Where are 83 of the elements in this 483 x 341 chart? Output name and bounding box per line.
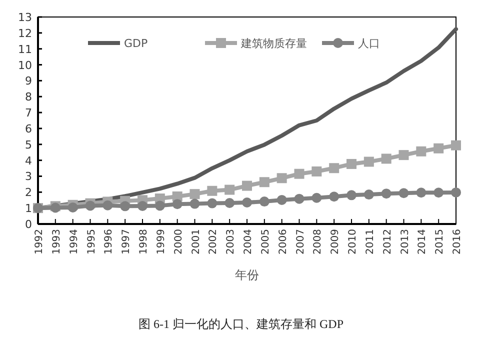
point (242, 180, 252, 191)
point (329, 192, 340, 202)
point (312, 192, 322, 203)
point (398, 188, 409, 198)
x-tick-label: 2005 (260, 229, 272, 254)
x-tick-label: 2004 (243, 229, 254, 254)
x-tick-label: 2010 (348, 229, 358, 254)
y-tick-label: 13 (18, 11, 32, 24)
y-tick-label: 5 (25, 138, 32, 152)
y-tick-label: 3 (25, 170, 32, 184)
y-tick-label: 6 (25, 122, 32, 136)
point (364, 190, 374, 200)
x-tick-label: 2015 (434, 229, 446, 254)
y-tick-label: 2 (25, 186, 32, 200)
x-tick-label: 2013 (400, 229, 411, 254)
point (381, 188, 392, 199)
y-tick-label: 11 (18, 42, 32, 56)
point (224, 184, 235, 195)
y-tick-label: 4 (25, 154, 32, 168)
y-tick-label: 0 (25, 218, 32, 231)
point (259, 177, 270, 188)
point (416, 146, 426, 156)
y-tick-label: 12 (18, 26, 32, 40)
x-axis-title: 年份 (235, 268, 259, 282)
point (242, 198, 252, 208)
point (259, 196, 270, 207)
point (102, 200, 113, 210)
point (294, 194, 304, 204)
x-tick-label: 2000 (173, 229, 184, 254)
y-tick-label: 7 (25, 106, 32, 120)
x-tick-label: 1999 (156, 229, 167, 254)
point (190, 189, 200, 200)
point (190, 198, 200, 209)
y-tick-label: 8 (25, 90, 32, 104)
y-tick-label: 10 (18, 58, 32, 72)
point (398, 150, 409, 160)
point (68, 202, 78, 212)
point (416, 188, 426, 198)
point (120, 201, 130, 212)
x-tick-label: 1993 (51, 229, 62, 254)
point (154, 200, 165, 211)
x-tick-label: 1994 (68, 229, 80, 254)
legend-label: 人口 (358, 37, 380, 50)
x-tick-label: 2001 (190, 229, 202, 254)
point (276, 194, 287, 205)
legend-label: GDP (124, 37, 148, 50)
x-tick-label: 2009 (330, 229, 342, 254)
point (451, 187, 461, 198)
point (207, 198, 218, 208)
point (381, 154, 392, 164)
point (138, 201, 148, 212)
x-tick-label: 2016 (452, 229, 463, 254)
point (207, 186, 218, 196)
x-tick-label: 1996 (104, 229, 115, 254)
point (172, 199, 182, 210)
point (85, 200, 96, 211)
point (364, 156, 374, 167)
point (434, 143, 444, 154)
x-tick-label: 2011 (364, 229, 376, 254)
x-tick-label: 2008 (312, 229, 324, 254)
caption: 图 6-1 归一化的人口、建筑存量和 GDP (138, 317, 344, 331)
x-tick-label: 2012 (382, 229, 394, 254)
y-tick-label: 1 (25, 202, 32, 216)
point (312, 166, 322, 176)
x-tick-label: 2002 (208, 229, 220, 254)
point (294, 168, 304, 179)
x-tick-label: 1992 (34, 229, 45, 254)
point (276, 173, 287, 184)
x-tick-label: 1998 (138, 229, 150, 254)
point (224, 198, 235, 208)
point (346, 190, 356, 200)
x-tick-label: 2014 (417, 229, 428, 254)
x-tick-label: 1995 (86, 229, 98, 254)
legend-label: 建筑物质存量 (240, 37, 307, 50)
x-tick-label: 2007 (295, 229, 306, 254)
point (346, 158, 356, 169)
x-tick-label: 1997 (121, 229, 132, 254)
point (451, 140, 461, 150)
point (329, 163, 340, 174)
point (434, 188, 444, 198)
y-tick-label: 9 (25, 74, 32, 88)
x-tick-label: 2006 (278, 229, 289, 254)
x-tick-label: 2003 (226, 229, 237, 254)
